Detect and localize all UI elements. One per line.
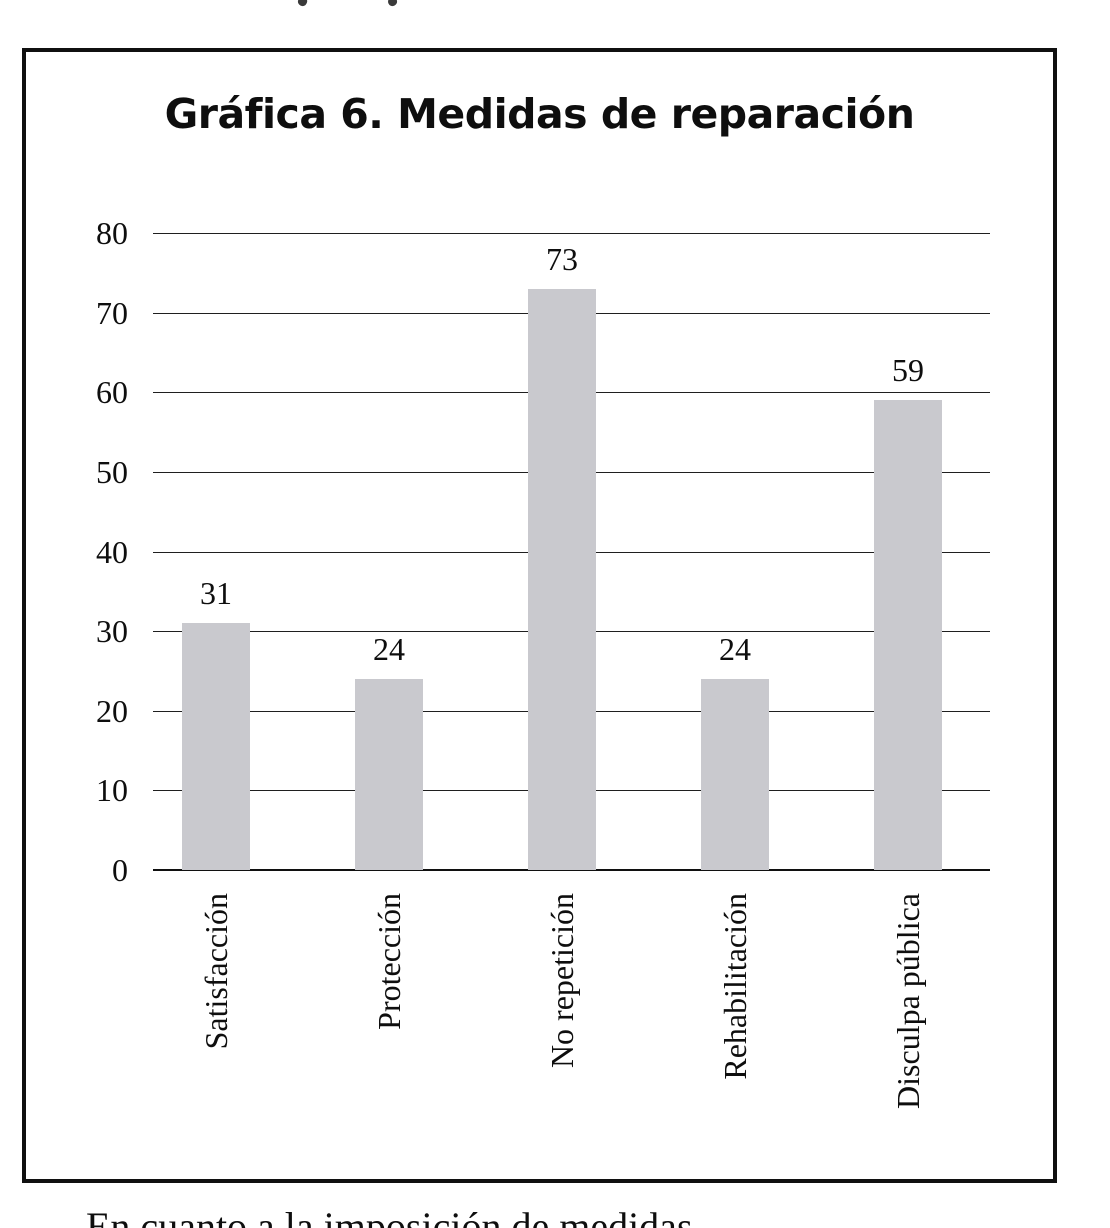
y-tick-label-70: 70 bbox=[96, 295, 128, 331]
cropped-text-remnant-top-right bbox=[386, 0, 399, 8]
bar-value-label-4: 59 bbox=[892, 352, 924, 388]
gridline-80 bbox=[153, 233, 990, 234]
y-tick-label-20: 20 bbox=[96, 693, 128, 729]
bar-value-label-3: 24 bbox=[719, 631, 751, 667]
bar-4 bbox=[874, 400, 942, 870]
cropped-text-remnant-top-left bbox=[296, 0, 309, 8]
bar-value-label-2: 73 bbox=[546, 241, 578, 277]
x-category-label-3: Rehabilitación bbox=[717, 893, 753, 1080]
bar-2 bbox=[528, 289, 596, 870]
y-tick-label-80: 80 bbox=[96, 215, 128, 251]
y-tick-label-30: 30 bbox=[96, 613, 128, 649]
y-tick-label-0: 0 bbox=[112, 852, 128, 888]
bar-value-label-0: 31 bbox=[200, 575, 232, 611]
chart-title: Gráfica 6. Medidas de reparación bbox=[164, 90, 915, 138]
x-category-label-0: Satisfacción bbox=[198, 893, 234, 1050]
y-tick-label-60: 60 bbox=[96, 374, 128, 410]
x-category-label-2: No repetición bbox=[544, 893, 580, 1069]
cropped-body-text-line: En cuanto a la imposición de medidas bbox=[86, 1204, 693, 1228]
x-category-label-1: Protección bbox=[371, 893, 407, 1030]
x-axis-baseline bbox=[153, 869, 990, 871]
bar-value-label-1: 24 bbox=[373, 631, 405, 667]
y-tick-label-10: 10 bbox=[96, 772, 128, 808]
x-category-label-4: Disculpa pública bbox=[890, 893, 926, 1109]
bar-3 bbox=[701, 679, 769, 870]
y-tick-label-50: 50 bbox=[96, 454, 128, 490]
y-tick-label-40: 40 bbox=[96, 534, 128, 570]
bar-0 bbox=[182, 623, 250, 870]
bar-1 bbox=[355, 679, 423, 870]
